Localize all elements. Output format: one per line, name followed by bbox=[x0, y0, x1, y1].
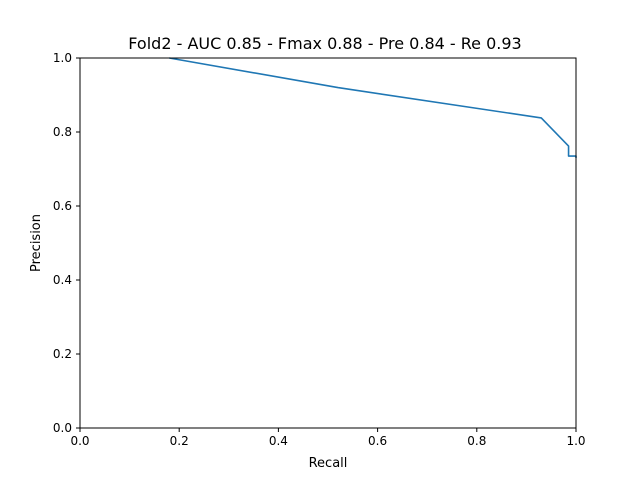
x-tick-label: 0.8 bbox=[467, 434, 486, 448]
x-axis-label: Recall bbox=[309, 456, 348, 471]
y-tick-label: 0.4 bbox=[53, 273, 72, 287]
y-tick-label: 1.0 bbox=[53, 51, 72, 65]
y-tick-label: 0.2 bbox=[53, 347, 72, 361]
x-tick-label: 1.0 bbox=[566, 434, 585, 448]
plot-frame bbox=[79, 57, 577, 429]
y-tick-label: 0.8 bbox=[53, 125, 72, 139]
x-tick-label: 0.0 bbox=[70, 434, 89, 448]
x-tick-label: 0.4 bbox=[269, 434, 288, 448]
x-axis-ticks: 0.0 0.2 0.4 0.6 0.8 1.0 bbox=[70, 428, 586, 448]
y-tick-label: 0.6 bbox=[53, 199, 72, 213]
y-tick-label: 0.0 bbox=[53, 421, 72, 435]
x-tick-label: 0.6 bbox=[368, 434, 387, 448]
chart-title: Fold2 - AUC 0.85 - Fmax 0.88 - Pre 0.84 … bbox=[128, 34, 521, 53]
x-tick-label: 0.2 bbox=[170, 434, 189, 448]
y-axis-ticks: 0.0 0.2 0.4 0.6 0.8 1.0 bbox=[53, 51, 80, 435]
plot-area bbox=[80, 58, 576, 428]
y-axis-label: Precision bbox=[29, 214, 44, 272]
